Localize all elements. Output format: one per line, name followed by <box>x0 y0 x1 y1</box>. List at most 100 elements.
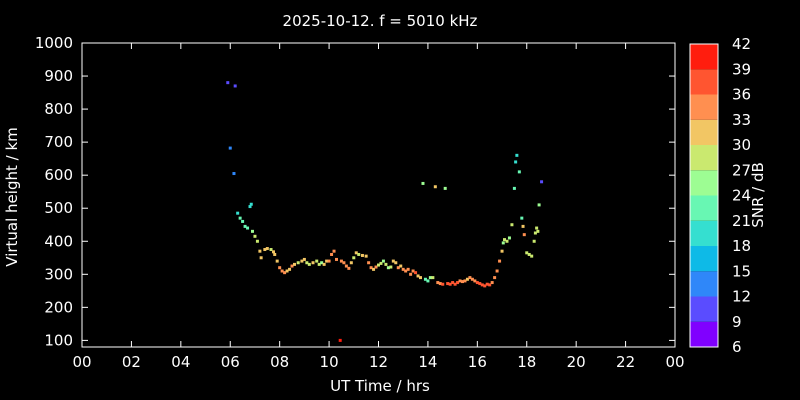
data-point <box>386 266 390 270</box>
x-tick-label: 20 <box>567 353 586 371</box>
data-point <box>320 261 324 265</box>
data-point <box>438 282 442 286</box>
data-point <box>258 249 262 253</box>
data-point <box>520 216 524 220</box>
data-point <box>527 252 531 256</box>
data-point <box>428 276 432 280</box>
colorbar-tick-label: 39 <box>732 60 751 78</box>
data-point <box>423 277 427 281</box>
data-point <box>505 239 509 243</box>
data-point <box>441 282 445 286</box>
colorbar-label: SNR / dB <box>749 162 767 228</box>
x-tick-label: 14 <box>418 353 437 371</box>
colorbar-swatch <box>690 145 718 171</box>
data-point <box>349 261 353 265</box>
x-tick-label: 12 <box>369 353 388 371</box>
data-point <box>421 181 425 185</box>
colorbar-swatch <box>690 94 718 120</box>
y-axis: 100 200 300 400 500 600 700 800 900 1000 <box>35 34 675 349</box>
data-point <box>347 266 351 270</box>
data-point <box>374 265 378 269</box>
data-point <box>399 264 403 268</box>
data-point <box>238 216 242 220</box>
data-point <box>431 276 435 280</box>
data-point <box>379 261 383 265</box>
data-point <box>352 256 356 260</box>
data-point <box>364 254 368 258</box>
data-point <box>517 170 521 174</box>
data-point <box>426 279 430 283</box>
data-point <box>512 186 516 190</box>
plot-frame <box>81 42 676 348</box>
data-point <box>263 248 267 252</box>
y-tick-label: 300 <box>44 265 73 283</box>
y-tick-label: 100 <box>44 331 73 349</box>
x-tick-label: 02 <box>122 353 141 371</box>
data-point <box>540 180 544 184</box>
data-point <box>501 241 505 245</box>
x-tick-label: 18 <box>517 353 536 371</box>
data-point <box>514 160 518 164</box>
data-point <box>344 264 348 268</box>
data-point <box>475 281 479 285</box>
data-point <box>411 269 415 273</box>
data-point <box>369 266 373 270</box>
colorbar-tick-label: 18 <box>732 237 751 255</box>
data-point <box>342 261 346 265</box>
data-point <box>338 338 342 342</box>
data-point <box>246 226 250 230</box>
data-point <box>537 203 541 207</box>
data-point <box>414 271 418 275</box>
data-point <box>493 276 497 280</box>
data-point <box>446 282 450 286</box>
data-point <box>465 277 469 281</box>
data-point <box>525 251 529 255</box>
data-point <box>396 266 400 270</box>
x-tick-label: 22 <box>616 353 635 371</box>
data-point <box>404 269 408 273</box>
data-point <box>473 279 477 283</box>
data-point <box>315 259 319 263</box>
colorbar-swatch <box>690 271 718 297</box>
data-point <box>334 257 338 261</box>
data-point <box>500 249 504 253</box>
y-tick-label: 600 <box>44 166 73 184</box>
data-point <box>248 205 252 209</box>
data-point <box>278 266 282 270</box>
data-point <box>233 84 237 88</box>
data-point <box>498 259 502 263</box>
data-point <box>367 261 371 265</box>
data-point <box>384 262 388 266</box>
colorbar-frame <box>689 43 719 348</box>
x-tick-label: 16 <box>468 353 487 371</box>
data-point <box>226 81 230 85</box>
data-point <box>443 186 447 190</box>
data-point <box>389 265 393 269</box>
data-point <box>269 248 273 252</box>
data-point <box>453 282 457 286</box>
colorbar-tick-label: 33 <box>732 111 751 129</box>
data-point <box>480 283 484 287</box>
x-tick-label: 00 <box>72 353 91 371</box>
data-point <box>339 259 343 263</box>
colorbar: 6 9 12 15 18 21 24 27 30 33 36 39 42 <box>689 35 751 356</box>
data-point <box>391 259 395 263</box>
data-point <box>357 252 361 256</box>
data-point <box>401 267 405 271</box>
colorbar-swatch <box>690 246 718 272</box>
x-tick-label: 06 <box>221 353 240 371</box>
data-point <box>451 281 455 285</box>
data-point <box>485 282 489 286</box>
data-point <box>483 284 487 288</box>
data-point <box>228 146 232 150</box>
data-point <box>503 238 507 242</box>
data-point <box>332 249 336 253</box>
data-point <box>377 263 380 267</box>
x-axis: 00 02 04 06 08 10 12 14 16 18 20 22 00 <box>72 43 685 371</box>
data-point <box>522 233 526 237</box>
data-point <box>488 283 492 287</box>
y-tick-label: 800 <box>44 100 73 118</box>
data-point <box>448 282 452 286</box>
data-point <box>458 279 462 283</box>
data-point <box>283 271 287 275</box>
